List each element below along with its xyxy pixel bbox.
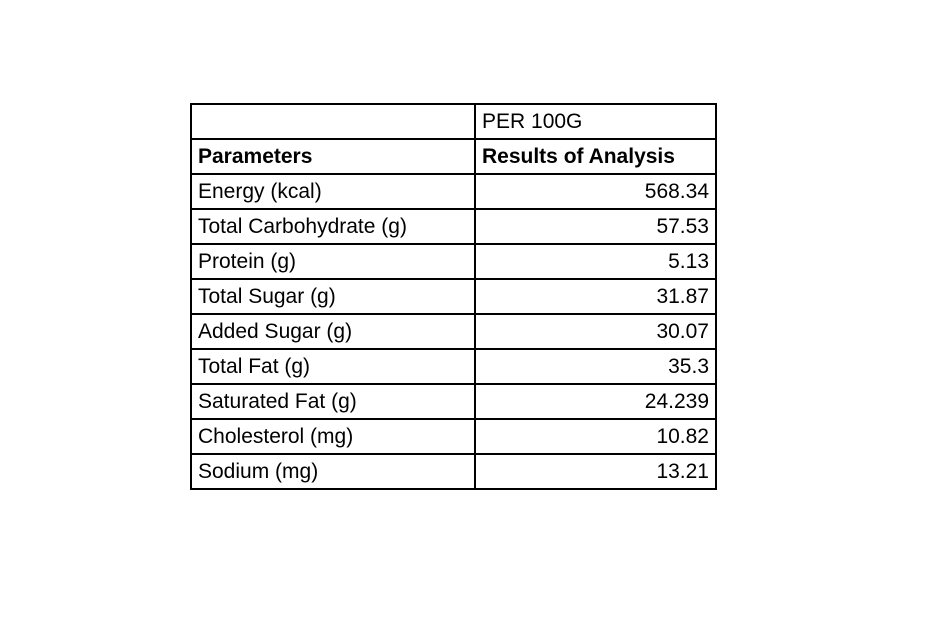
value-cell: 31.87 [474,278,717,315]
parameter-cell: Added Sugar (g) [190,313,476,350]
table-row: Protein (g) 5.13 [190,243,717,280]
parameter-cell: Saturated Fat (g) [190,383,476,420]
value-cell: 10.82 [474,418,717,455]
unit-header-cell: PER 100G [474,103,717,140]
value-cell: 35.3 [474,348,717,385]
value-cell: 13.21 [474,453,717,490]
parameter-cell: Total Sugar (g) [190,278,476,315]
parameters-header: Parameters [190,138,476,175]
value-cell: 24.239 [474,383,717,420]
table-row: Added Sugar (g) 30.07 [190,313,717,350]
parameter-cell: Energy (kcal) [190,173,476,210]
column-header-row: Parameters Results of Analysis [190,138,717,175]
table-row: Total Carbohydrate (g) 57.53 [190,208,717,245]
value-cell: 30.07 [474,313,717,350]
table-row: Total Fat (g) 35.3 [190,348,717,385]
value-cell: 568.34 [474,173,717,210]
empty-header-cell [190,103,476,140]
parameter-cell: Cholesterol (mg) [190,418,476,455]
value-cell: 57.53 [474,208,717,245]
table-row: Sodium (mg) 13.21 [190,453,717,490]
results-header: Results of Analysis [474,138,717,175]
nutrition-analysis-table: PER 100G Parameters Results of Analysis … [190,103,717,490]
parameter-cell: Protein (g) [190,243,476,280]
value-cell: 5.13 [474,243,717,280]
parameter-cell: Total Fat (g) [190,348,476,385]
table-row: Total Sugar (g) 31.87 [190,278,717,315]
unit-header-row: PER 100G [190,103,717,140]
table-row: Cholesterol (mg) 10.82 [190,418,717,455]
parameter-cell: Total Carbohydrate (g) [190,208,476,245]
table-row: Saturated Fat (g) 24.239 [190,383,717,420]
table-row: Energy (kcal) 568.34 [190,173,717,210]
parameter-cell: Sodium (mg) [190,453,476,490]
